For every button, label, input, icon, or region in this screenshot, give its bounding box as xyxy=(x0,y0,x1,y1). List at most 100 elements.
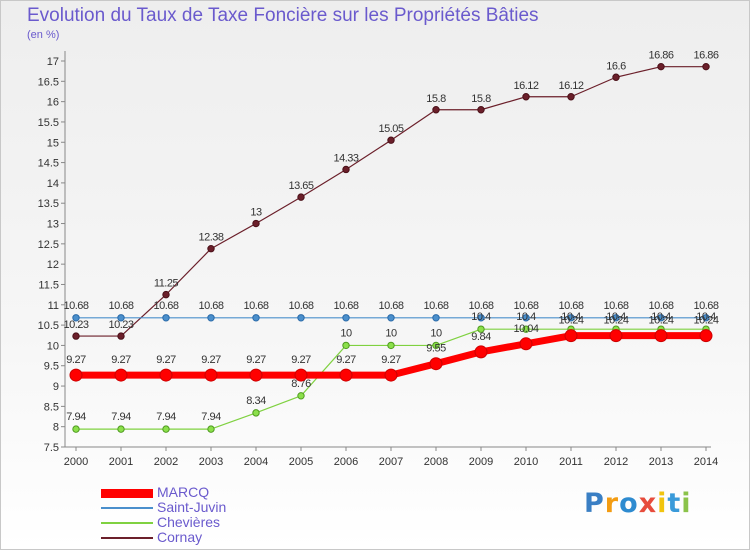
data-point-marcq xyxy=(519,337,533,351)
data-label-marcq: 9.27 xyxy=(111,354,131,366)
data-point-cornay xyxy=(387,136,395,144)
x-tick-label: 2009 xyxy=(469,456,493,468)
data-label-cornay: 16.86 xyxy=(648,50,673,62)
x-tick-label: 2003 xyxy=(199,456,223,468)
data-point-saint-juvin xyxy=(252,314,260,322)
data-label-chevieres: 8.76 xyxy=(291,378,311,390)
data-point-chevieres xyxy=(477,325,485,333)
data-label-saint-juvin: 10.68 xyxy=(693,300,718,312)
data-point-chevieres xyxy=(117,425,125,433)
data-label-saint-juvin: 10.68 xyxy=(198,300,223,312)
data-label-marcq: 9.84 xyxy=(471,331,491,343)
x-tick-label: 2006 xyxy=(334,456,358,468)
chart-title: Evolution du Taux de Taxe Foncière sur l… xyxy=(27,5,539,26)
legend-label-marcq: MARCQ xyxy=(157,484,210,500)
y-tick-label: 12 xyxy=(47,259,59,271)
y-tick-label: 10 xyxy=(47,340,59,352)
data-point-marcq xyxy=(564,329,578,343)
data-point-saint-juvin xyxy=(72,314,80,322)
data-point-cornay xyxy=(432,106,440,114)
data-point-saint-juvin xyxy=(567,314,575,322)
data-point-cornay xyxy=(657,62,665,71)
data-label-marcq: 9.27 xyxy=(156,354,176,366)
data-point-cornay xyxy=(702,62,710,71)
y-tick-label: 15.5 xyxy=(38,117,59,129)
logo-letter: P xyxy=(584,488,605,519)
x-tick-label: 2013 xyxy=(649,456,673,468)
data-point-cornay xyxy=(522,93,530,101)
data-point-saint-juvin xyxy=(612,314,620,322)
data-label-marcq: 9.27 xyxy=(66,354,86,366)
data-point-marcq xyxy=(69,368,83,382)
data-label-cornay: 10.23 xyxy=(63,319,88,331)
legend-swatch-marcq xyxy=(101,489,153,498)
logo-letter: x xyxy=(638,488,658,519)
data-label-cornay: 16.6 xyxy=(606,60,626,72)
data-point-saint-juvin xyxy=(702,314,710,322)
legend-label-saint-juvin: Saint-Juvin xyxy=(157,499,227,515)
logo-letter: o xyxy=(619,488,639,519)
data-point-marcq xyxy=(114,368,128,382)
data-label-chevieres: 10 xyxy=(385,327,397,339)
data-label-cornay: 14.33 xyxy=(333,152,358,164)
data-point-saint-juvin xyxy=(387,314,395,322)
data-label-marcq: 9.27 xyxy=(291,354,311,366)
data-label-saint-juvin: 10.68 xyxy=(558,300,583,312)
data-label-chevieres: 10.4 xyxy=(651,311,671,323)
data-label-saint-juvin: 10.68 xyxy=(108,300,133,312)
data-label-chevieres: 10 xyxy=(430,327,442,339)
data-label-cornay: 16.86 xyxy=(693,50,718,62)
data-point-saint-juvin xyxy=(162,314,170,322)
data-point-saint-juvin xyxy=(522,314,530,322)
x-tick-label: 2014 xyxy=(694,456,718,468)
data-label-marcq: 9.27 xyxy=(201,354,221,366)
data-point-cornay xyxy=(342,165,350,174)
data-point-marcq xyxy=(384,368,398,382)
data-label-cornay: 15.8 xyxy=(471,93,491,105)
y-tick-label: 13.5 xyxy=(38,198,59,210)
logo-letter: i xyxy=(681,488,692,519)
x-tick-label: 2012 xyxy=(604,456,628,468)
y-tick-label: 17 xyxy=(47,56,59,68)
data-label-chevieres: 7.94 xyxy=(156,411,176,423)
data-point-saint-juvin xyxy=(477,314,485,322)
y-tick-label: 12.5 xyxy=(38,239,59,251)
data-label-saint-juvin: 10.68 xyxy=(378,300,403,312)
data-label-chevieres: 10.4 xyxy=(606,311,626,323)
data-point-marcq xyxy=(249,368,263,382)
x-tick-label: 2005 xyxy=(289,456,313,468)
data-point-cornay xyxy=(72,332,80,340)
data-label-cornay: 15.05 xyxy=(378,123,403,135)
logo-letter: t xyxy=(667,488,682,519)
y-tick-label: 14.5 xyxy=(38,158,59,170)
data-label-chevieres: 10.4 xyxy=(561,311,581,323)
data-point-chevieres xyxy=(72,425,80,433)
y-axis-unit-label: (en %) xyxy=(27,29,60,41)
data-label-marcq: 9.27 xyxy=(336,354,356,366)
data-label-saint-juvin: 10.68 xyxy=(513,300,538,312)
data-point-chevieres xyxy=(207,425,215,433)
data-label-cornay: 12.38 xyxy=(198,232,223,244)
data-point-cornay xyxy=(297,193,305,201)
data-point-chevieres xyxy=(432,341,440,350)
x-tick-label: 2008 xyxy=(424,456,448,468)
data-label-cornay: 13 xyxy=(250,207,262,219)
data-point-saint-juvin xyxy=(117,314,125,322)
data-label-saint-juvin: 10.68 xyxy=(288,300,313,312)
legend-swatch-chevieres xyxy=(101,522,153,524)
data-point-chevieres xyxy=(387,341,395,350)
legend-swatch-saint-juvin xyxy=(101,507,153,509)
data-label-marcq: 10.24 xyxy=(603,315,628,327)
data-label-marcq: 9.55 xyxy=(426,343,446,355)
x-tick-label: 2007 xyxy=(379,456,403,468)
data-point-chevieres xyxy=(162,425,170,433)
data-label-chevieres: 7.94 xyxy=(201,411,221,423)
data-label-chevieres: 10.4 xyxy=(696,311,716,323)
proxiti-logo: Proxiti xyxy=(584,488,692,519)
data-point-marcq xyxy=(654,329,668,343)
logo-letter: r xyxy=(604,488,620,519)
data-label-chevieres: 7.94 xyxy=(111,411,131,423)
data-point-marcq xyxy=(429,357,443,371)
y-tick-label: 15 xyxy=(47,137,59,149)
data-label-marcq: 9.27 xyxy=(246,354,266,366)
